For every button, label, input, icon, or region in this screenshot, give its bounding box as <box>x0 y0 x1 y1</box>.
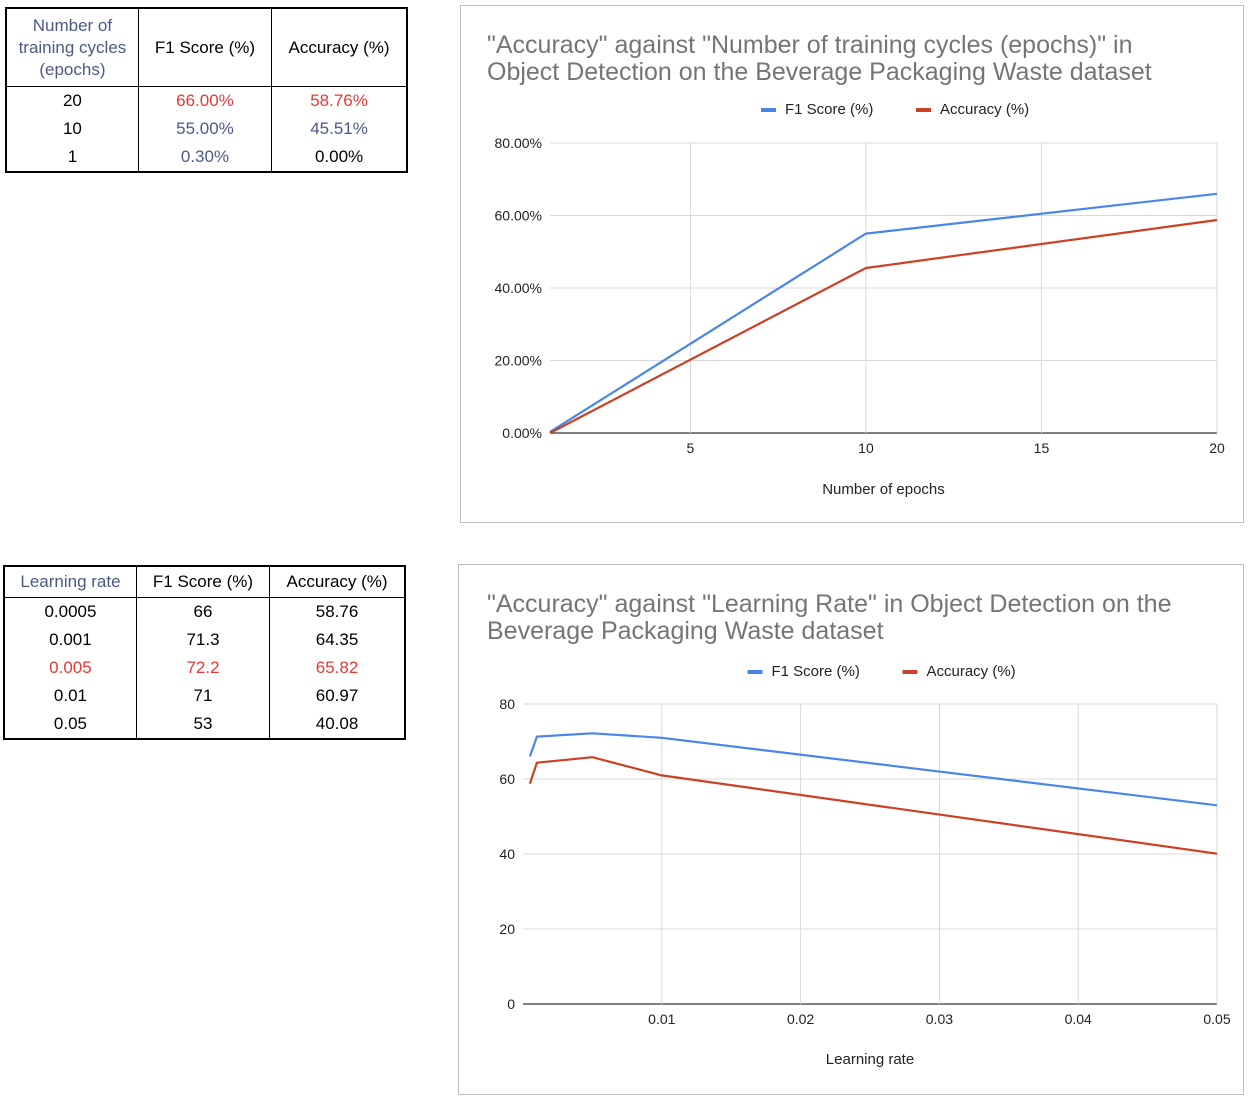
y-tick-label: 20 <box>499 921 515 937</box>
header-accuracy: Accuracy (%) <box>271 8 407 87</box>
table-header-row: Number of training cycles (epochs) F1 Sc… <box>6 8 407 87</box>
table-row: 0.01 71 60.97 <box>4 682 405 710</box>
y-tick-label: 80.00% <box>495 135 542 151</box>
series-line <box>549 218 1218 434</box>
epochs-line-chart: "Accuracy" against "Number of training c… <box>460 5 1244 523</box>
cell-accuracy: 40.08 <box>269 710 405 739</box>
y-tick-label: 0.00% <box>502 425 542 441</box>
chart-title-line: "Accuracy" against "Learning Rate" in Ob… <box>487 590 1172 618</box>
x-tick-label: 20 <box>1209 440 1225 456</box>
x-tick-label: 10 <box>858 440 874 456</box>
cell-learning-rate: 0.05 <box>53 714 87 733</box>
epochs-chart-svg: "Accuracy" against "Number of training c… <box>487 31 1225 498</box>
cell-f1: 71.3 <box>135 626 270 654</box>
cell-learning-rate: 0.0005 <box>44 602 97 621</box>
legend-label: F1 Score (%) <box>772 663 860 680</box>
legend-swatch <box>916 108 931 112</box>
learning-rate-chart-svg: "Accuracy" against "Learning Rate" in Ob… <box>487 590 1231 1068</box>
cell-f1: 66.00% <box>137 86 272 115</box>
cell-accuracy: 45.51% <box>271 115 407 143</box>
legend-label: Accuracy (%) <box>940 101 1029 118</box>
cell-epochs: 10 <box>62 119 82 138</box>
table-row: 10 55.00% 45.51% <box>6 115 407 143</box>
x-tick-label: 15 <box>1034 440 1050 456</box>
series-line <box>549 192 1218 433</box>
cell-epochs: 20 <box>62 91 82 110</box>
cell-f1: 55.00% <box>137 115 272 143</box>
y-tick-label: 60 <box>499 771 515 787</box>
cell-f1: 71 <box>135 682 270 710</box>
table-header-row: Learning rate F1 Score (%) Accuracy (%) <box>4 566 405 598</box>
legend-item: Accuracy (%) <box>902 663 1016 680</box>
cell-f1: 53 <box>135 710 270 739</box>
x-tick-label: 0.05 <box>1203 1011 1230 1027</box>
legend-item: Accuracy (%) <box>916 101 1029 118</box>
series-line <box>528 756 1218 855</box>
chart-title-line: Beverage Packaging Waste dataset <box>487 617 884 645</box>
y-tick-label: 20.00% <box>495 353 542 369</box>
legend-item: F1 Score (%) <box>747 663 860 680</box>
header-line: Number of <box>32 15 113 35</box>
learning-rate-results-table: Learning rate F1 Score (%) Accuracy (%) … <box>3 565 406 740</box>
epochs-results-table: Number of training cycles (epochs) F1 Sc… <box>5 7 408 173</box>
legend-label: F1 Score (%) <box>785 101 873 118</box>
cell-accuracy: 58.76 <box>269 597 405 626</box>
cell-f1: 66 <box>135 597 270 626</box>
cell-epochs: 1 <box>67 147 78 166</box>
cell-accuracy: 65.82 <box>269 654 405 682</box>
header-learning-rate: Learning rate <box>4 566 137 598</box>
series-line <box>528 732 1218 807</box>
table-row: 1 0.30% 0.00% <box>6 143 407 172</box>
cell-accuracy: 60.97 <box>269 682 405 710</box>
header-f1: F1 Score (%) <box>135 566 270 598</box>
x-tick-label: 0.02 <box>787 1011 814 1027</box>
legend-label: Accuracy (%) <box>927 663 1016 680</box>
x-axis-title: Number of epochs <box>822 481 945 498</box>
x-tick-label: 0.01 <box>648 1011 675 1027</box>
learning-rate-line-chart: "Accuracy" against "Learning Rate" in Ob… <box>458 564 1244 1095</box>
header-f1: F1 Score (%) <box>137 8 272 87</box>
x-tick-label: 5 <box>687 440 695 456</box>
cell-accuracy: 64.35 <box>269 626 405 654</box>
header-line: training cycles <box>18 37 127 57</box>
cell-f1: 0.30% <box>137 143 272 172</box>
x-tick-label: 0.03 <box>926 1011 953 1027</box>
table-row: 20 66.00% 58.76% <box>6 86 407 115</box>
cell-accuracy: 58.76% <box>271 86 407 115</box>
y-tick-label: 60.00% <box>495 208 542 224</box>
y-tick-label: 80 <box>499 696 515 712</box>
x-axis-title: Learning rate <box>826 1051 914 1068</box>
y-tick-label: 0 <box>507 996 515 1012</box>
chart-title-line: "Accuracy" against "Number of training c… <box>487 31 1132 59</box>
legend-item: F1 Score (%) <box>761 101 873 118</box>
table-row: 0.05 53 40.08 <box>4 710 405 739</box>
cell-learning-rate: 0.005 <box>49 658 92 677</box>
table-row: 0.0005 66 58.76 <box>4 597 405 626</box>
cell-learning-rate: 0.01 <box>53 686 87 705</box>
chart-title-line: Object Detection on the Beverage Packagi… <box>487 58 1152 86</box>
legend-swatch <box>902 670 918 674</box>
cell-f1: 72.2 <box>135 654 270 682</box>
y-tick-label: 40 <box>499 846 515 862</box>
header-accuracy: Accuracy (%) <box>269 566 405 598</box>
cell-accuracy: 0.00% <box>271 143 407 172</box>
table-row: 0.001 71.3 64.35 <box>4 626 405 654</box>
header-epochs: Number of training cycles (epochs) <box>6 8 139 87</box>
table-row: 0.005 72.2 65.82 <box>4 654 405 682</box>
header-line: (epochs) <box>39 59 106 79</box>
y-tick-label: 40.00% <box>495 280 542 296</box>
cell-learning-rate: 0.001 <box>49 630 92 649</box>
legend-swatch <box>747 670 763 674</box>
x-tick-label: 0.04 <box>1065 1011 1092 1027</box>
legend-swatch <box>761 108 776 112</box>
